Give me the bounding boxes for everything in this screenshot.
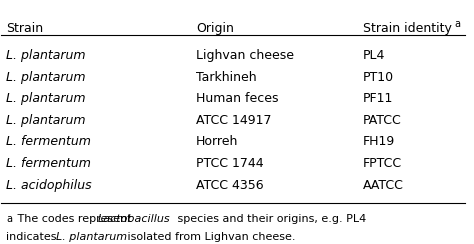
Text: Tarkhineh: Tarkhineh xyxy=(196,71,256,84)
Text: Lighvan cheese: Lighvan cheese xyxy=(196,49,294,62)
Text: PATCC: PATCC xyxy=(363,114,401,127)
Text: PTCC 1744: PTCC 1744 xyxy=(196,157,264,170)
Text: a: a xyxy=(455,20,460,30)
Text: PT10: PT10 xyxy=(363,71,394,84)
Text: L. plantarum: L. plantarum xyxy=(6,114,85,127)
Text: Lactobacillus: Lactobacillus xyxy=(97,214,170,224)
Text: a: a xyxy=(6,214,12,224)
Text: L. fermentum: L. fermentum xyxy=(6,157,91,170)
Text: L. plantarum: L. plantarum xyxy=(6,92,85,105)
Text: Strain: Strain xyxy=(6,22,43,35)
Text: PL4: PL4 xyxy=(363,49,385,62)
Text: AATCC: AATCC xyxy=(363,179,403,192)
Text: L. plantarum: L. plantarum xyxy=(6,49,85,62)
Text: L. plantarum: L. plantarum xyxy=(56,232,127,242)
Text: FPTCC: FPTCC xyxy=(363,157,402,170)
Text: species and their origins, e.g. PL4: species and their origins, e.g. PL4 xyxy=(173,214,366,224)
Text: L. acidophilus: L. acidophilus xyxy=(6,179,91,192)
Text: Horreh: Horreh xyxy=(196,135,238,148)
Text: isolated from Lighvan cheese.: isolated from Lighvan cheese. xyxy=(124,232,296,242)
Text: Human feces: Human feces xyxy=(196,92,278,105)
Text: Strain identity: Strain identity xyxy=(363,22,452,35)
Text: The codes represent: The codes represent xyxy=(14,214,136,224)
Text: L. fermentum: L. fermentum xyxy=(6,135,91,148)
Text: FH19: FH19 xyxy=(363,135,395,148)
Text: Origin: Origin xyxy=(196,22,234,35)
Text: L. plantarum: L. plantarum xyxy=(6,71,85,84)
Text: ATCC 14917: ATCC 14917 xyxy=(196,114,272,127)
Text: ATCC 4356: ATCC 4356 xyxy=(196,179,264,192)
Text: indicates: indicates xyxy=(6,232,60,242)
Text: PF11: PF11 xyxy=(363,92,393,105)
